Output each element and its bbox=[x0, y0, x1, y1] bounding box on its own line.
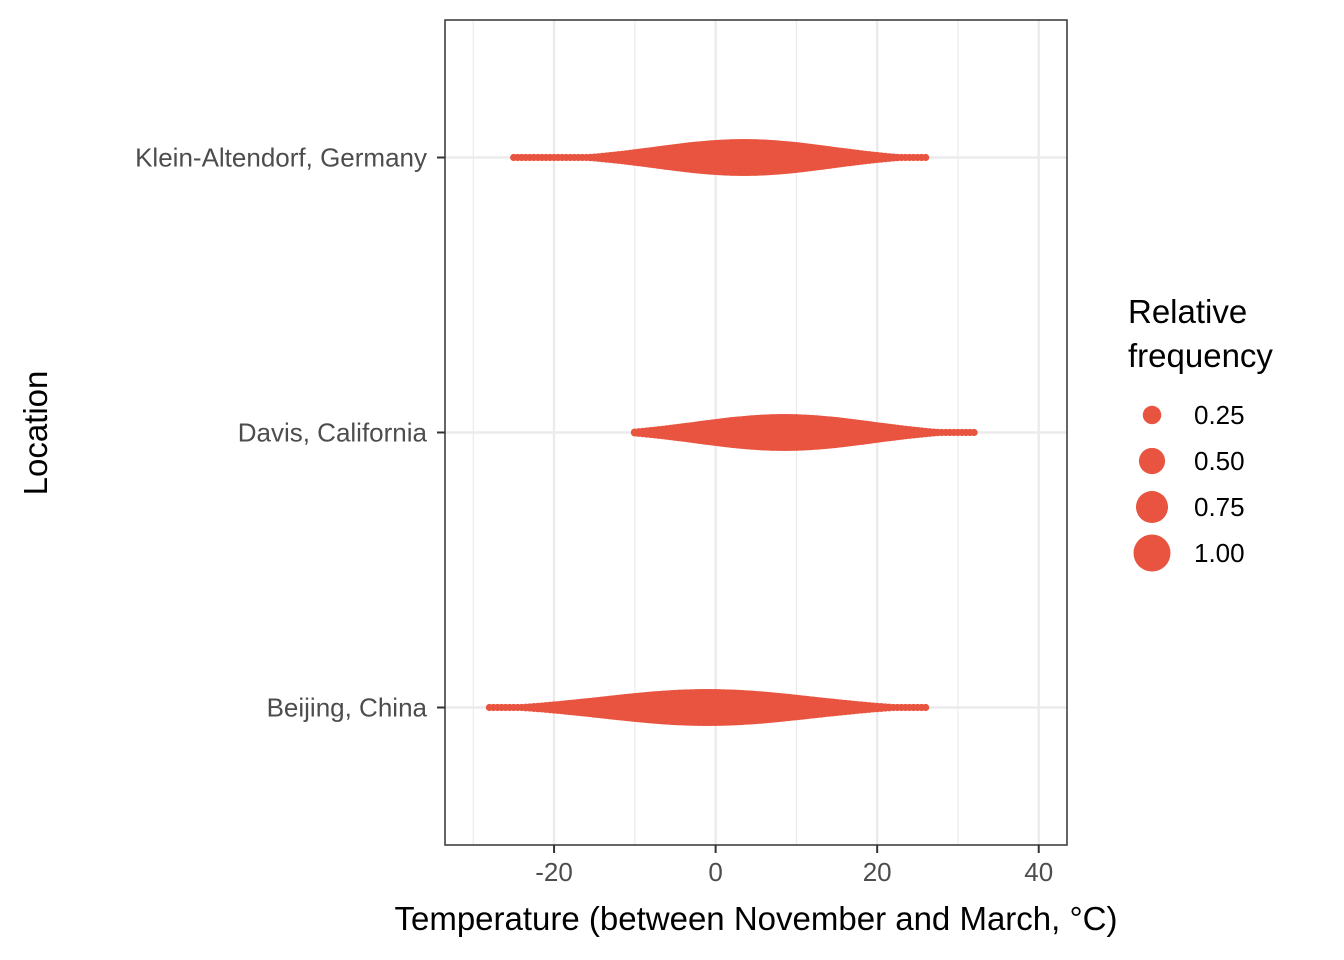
legend-title: Relative bbox=[1128, 293, 1247, 330]
axis-layer: -20 0 20 40 Beijing, China Davis, California K… bbox=[135, 143, 1053, 888]
legend-label: 0.75 bbox=[1194, 492, 1245, 522]
x-tick-label: 40 bbox=[1024, 857, 1053, 887]
y-axis-title: Location bbox=[17, 371, 54, 496]
y-tick-label: Klein-Altendorf, Germany bbox=[135, 143, 427, 173]
legend-title: frequency bbox=[1128, 337, 1273, 374]
series-davis-california bbox=[630, 414, 978, 451]
legend: Relative frequency 0.25 0.50 0.75 1.00 bbox=[1128, 293, 1273, 572]
legend-label: 0.50 bbox=[1194, 446, 1245, 476]
x-tick-label: 0 bbox=[708, 857, 722, 887]
legend-key bbox=[1133, 534, 1171, 572]
x-tick-label: 20 bbox=[863, 857, 892, 887]
y-tick-label: Beijing, China bbox=[267, 693, 428, 723]
x-axis-title: Temperature (between November and March,… bbox=[394, 900, 1117, 937]
y-tick-label: Davis, California bbox=[238, 418, 428, 448]
data-point bbox=[922, 703, 930, 712]
series-klein-altendorf-germany bbox=[510, 139, 930, 176]
data-point bbox=[970, 428, 978, 437]
legend-key bbox=[1138, 447, 1166, 475]
legend-label: 1.00 bbox=[1194, 538, 1245, 568]
points-layer bbox=[485, 139, 978, 726]
legend-key bbox=[1135, 490, 1169, 524]
legend-key bbox=[1142, 405, 1162, 425]
data-point bbox=[922, 153, 930, 162]
legend-label: 0.25 bbox=[1194, 400, 1245, 430]
x-tick-label: -20 bbox=[535, 857, 573, 887]
series-beijing-china bbox=[485, 689, 930, 726]
